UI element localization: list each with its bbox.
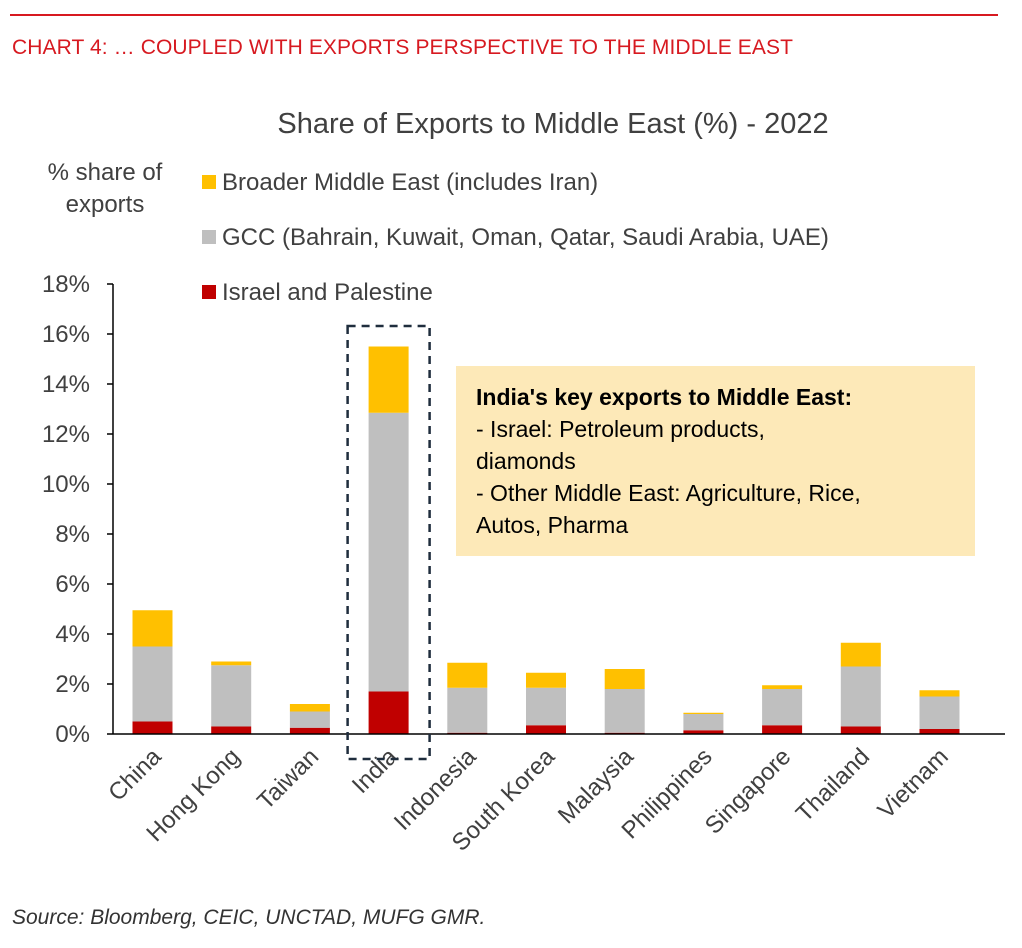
- y-tick-label: 8%: [55, 521, 90, 548]
- bar-segment: [919, 696, 960, 729]
- y-tick-label: 2%: [55, 671, 90, 698]
- legend-label: Israel and Palestine: [222, 279, 433, 306]
- y-tick-label: 10%: [42, 471, 90, 498]
- bar-segment: [132, 646, 173, 722]
- top-rule: [10, 14, 998, 16]
- bar-segment: [526, 725, 566, 734]
- y-axis-label-line1: % share of: [48, 159, 163, 186]
- bar-segment: [840, 726, 881, 734]
- x-tick-label: India: [347, 743, 403, 799]
- bar-segment: [289, 727, 330, 734]
- bar-segment: [211, 661, 252, 666]
- bar-segment: [447, 662, 488, 688]
- bar-segment: [604, 669, 645, 689]
- source-note: Source: Bloomberg, CEIC, UNCTAD, MUFG GM…: [12, 906, 486, 929]
- callout-line-1: - Israel: Petroleum products,: [476, 416, 765, 442]
- bar-segment: [368, 412, 409, 692]
- bar-segment: [604, 689, 645, 733]
- page-title: CHART 4: … COUPLED WITH EXPORTS PERSPECT…: [12, 36, 794, 59]
- callout-line-3: - Other Middle East: Agriculture, Rice,: [476, 480, 861, 506]
- legend-swatch: [202, 175, 216, 189]
- legend: Broader Middle East (includes Iran) GCC (…: [202, 169, 829, 306]
- bar-segment: [683, 714, 724, 731]
- y-tick-label: 14%: [42, 371, 90, 398]
- legend-swatch: [202, 230, 216, 244]
- legend-swatch: [202, 285, 216, 299]
- bar-segment: [289, 711, 330, 728]
- x-tick-label: Taiwan: [252, 743, 324, 815]
- callout-line-2: diamonds: [476, 448, 576, 474]
- stacked-bar-chart: Share of Exports to Middle East (%) - 20…: [42, 108, 1005, 857]
- y-tick-label: 18%: [42, 271, 90, 298]
- chart-title: Share of Exports to Middle East (%) - 20…: [277, 108, 828, 140]
- bar-segment: [132, 610, 173, 647]
- y-axis: 0% 2% 4% 6% 8% 10% 12% 14% 16% 18%: [42, 271, 114, 748]
- bar-segment: [762, 725, 803, 734]
- callout-heading: India's key exports to Middle East:: [476, 384, 852, 410]
- bar-segment: [762, 689, 803, 726]
- legend-label: Broader Middle East (includes Iran): [222, 169, 598, 196]
- india-highlight-box: [346, 324, 431, 761]
- callout-line-4: Autos, Pharma: [476, 512, 628, 538]
- bar-segment: [211, 665, 252, 727]
- bar-segment: [683, 730, 724, 734]
- bar-segment: [840, 642, 881, 667]
- bar-segment: [211, 726, 252, 734]
- x-tick-label: Thailand: [791, 743, 875, 827]
- bar-segment: [840, 666, 881, 727]
- bar-segment: [447, 687, 488, 733]
- legend-label: GCC (Bahrain, Kuwait, Oman, Qatar, Saudi…: [222, 224, 829, 251]
- bar-segment: [289, 704, 330, 712]
- y-tick-label: 6%: [55, 571, 90, 598]
- y-tick-label: 12%: [42, 421, 90, 448]
- bar-segment: [132, 721, 173, 734]
- bars: [132, 346, 960, 734]
- y-axis-label-line2: exports: [66, 191, 145, 218]
- bar-segment: [919, 690, 960, 697]
- y-tick-label: 0%: [55, 721, 90, 748]
- x-tick-label: China: [103, 743, 167, 807]
- bar-segment: [526, 672, 566, 688]
- y-tick-label: 4%: [55, 621, 90, 648]
- y-tick-label: 16%: [42, 321, 90, 348]
- bar-segment: [526, 687, 566, 726]
- bar-segment: [368, 346, 409, 413]
- callout-box: India's key exports to Middle East: - Is…: [456, 366, 975, 556]
- x-tick-label: Singapore: [700, 743, 796, 839]
- bar-segment: [762, 685, 803, 689]
- bar-segment: [919, 729, 960, 734]
- bar-segment: [683, 712, 724, 714]
- bar-segment: [368, 691, 409, 734]
- x-tick-label: Vietnam: [873, 743, 954, 824]
